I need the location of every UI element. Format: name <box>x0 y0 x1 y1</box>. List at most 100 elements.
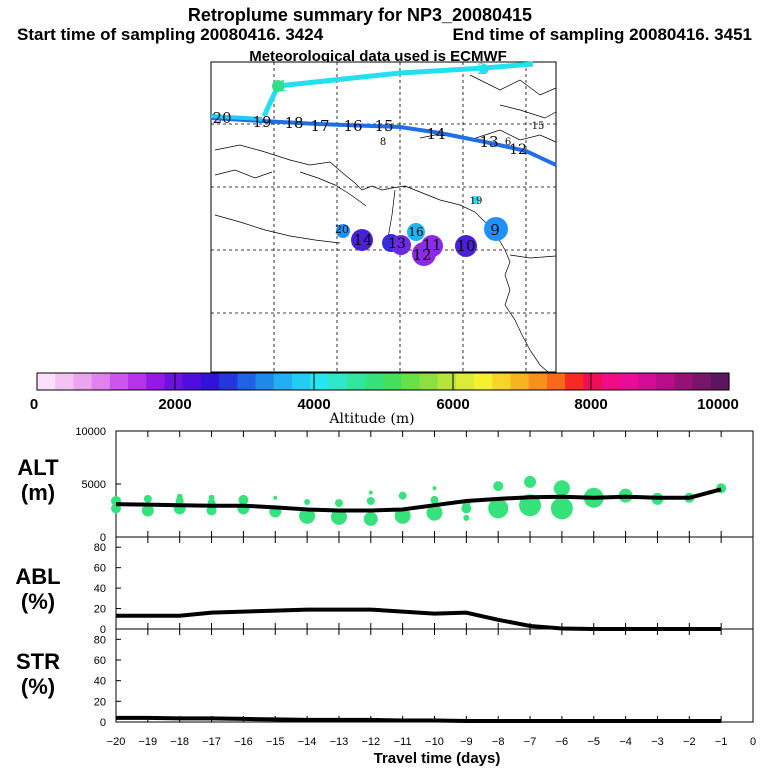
day-label: 16 <box>343 117 362 135</box>
colorbar-segment <box>128 373 147 390</box>
colorbar-segment <box>146 373 166 390</box>
alt-y-tick: 0 <box>100 532 106 544</box>
alt-plume-point <box>334 499 343 508</box>
day-label: 17 <box>310 117 329 135</box>
alt-panel-frame <box>115 430 754 538</box>
x-tick-label: −18 <box>170 736 189 748</box>
colorbar-segment <box>273 373 293 390</box>
colorbar-label: 2000 <box>158 396 191 413</box>
colorbar-segment <box>437 373 457 390</box>
day-label: 19 <box>470 196 483 207</box>
trajectory-lower-start <box>210 114 263 121</box>
str-y-tick: 60 <box>94 655 106 667</box>
plume-blob <box>407 223 425 241</box>
colorbar-segment <box>692 373 712 390</box>
day-label: 16 <box>408 225 423 239</box>
colorbar-segment <box>674 373 694 390</box>
abl-y-tick: 20 <box>94 604 106 616</box>
x-tick-label: −8 <box>492 736 505 748</box>
str-line <box>116 715 722 723</box>
trajectory-upper <box>261 61 534 118</box>
alt-mean-line <box>115 487 722 513</box>
day-label: 2 <box>477 60 487 78</box>
day-label: 9 <box>490 221 500 239</box>
day-label: 15 <box>532 121 545 132</box>
colorbar-segment <box>383 373 402 390</box>
str-panel-unit: (%) <box>21 674 55 699</box>
x-tick-label: −5 <box>587 736 600 748</box>
abl-y-tick: 60 <box>94 563 106 575</box>
alt-panel-unit: (m) <box>21 480 55 505</box>
colorbar-segment <box>237 373 257 390</box>
alt-plume-point <box>141 504 154 517</box>
colorbar-label: 6000 <box>436 396 469 413</box>
str-y-tick: 40 <box>94 676 106 688</box>
figure-title: Retroplume summary for NP3_20080415 <box>188 5 532 25</box>
alt-plume-point <box>208 494 215 501</box>
day-label: 8 <box>380 137 386 148</box>
x-tick-label: −9 <box>460 736 473 748</box>
day-label: 1 <box>278 77 288 95</box>
str-y-tick: 80 <box>94 634 106 646</box>
day-label: 14 <box>353 231 372 249</box>
day-label: 20 <box>335 223 349 236</box>
str-panel-label: STR <box>16 649 60 674</box>
day-label: 11 <box>422 236 441 254</box>
alt-plume-point <box>430 495 439 504</box>
abl-y-tick: 40 <box>94 583 106 595</box>
alt-plume-point <box>368 490 373 495</box>
alt-plume-point <box>426 504 443 521</box>
start-time: Start time of sampling 20080416. 3424 <box>17 25 324 44</box>
colorbar-title: Altitude (m) <box>328 411 414 427</box>
plume-blob <box>472 196 480 204</box>
colorbar-segment <box>364 373 384 390</box>
abl-y-tick: 0 <box>100 624 106 636</box>
colorbar-segment <box>492 373 512 390</box>
abl-panel-unit: (%) <box>21 589 55 614</box>
alt-plume-point <box>273 495 278 500</box>
colorbar-segment <box>73 373 93 390</box>
x-tick-label: −6 <box>556 736 569 748</box>
colorbar-segment <box>528 373 548 390</box>
colorbar-segment <box>200 373 220 390</box>
day-label: 12 <box>509 142 527 158</box>
plume-blob <box>351 229 373 251</box>
alt-plume-point <box>463 514 470 521</box>
plume-blob <box>455 235 477 257</box>
day-label: 13 <box>479 133 498 151</box>
trajectory-lower <box>210 116 557 167</box>
altitude-colorbar: 0 2000 4000 6000 8000 10000 Altitude (m) <box>30 372 739 427</box>
colorbar-segment <box>401 373 421 390</box>
x-tick-label: −16 <box>234 736 253 748</box>
colorbar-segment <box>219 373 238 390</box>
colorbar-segment <box>310 373 329 390</box>
alt-plume-point <box>299 507 316 524</box>
colorbar-segment <box>583 373 603 390</box>
colorbar-frame <box>36 372 730 391</box>
alt-plume-point <box>304 499 311 506</box>
colorbar-segment <box>346 373 366 390</box>
colorbar-segment <box>510 373 530 390</box>
alt-plume-point <box>550 497 573 520</box>
coastlines <box>214 74 557 373</box>
x-tick-label: −2 <box>683 736 696 748</box>
colorbar-segment <box>619 373 639 390</box>
colorbar-segment <box>419 373 439 390</box>
end-time: End time of sampling 20080416. 3451 <box>452 25 752 44</box>
colorbar-segment <box>637 373 657 390</box>
day-label: 18 <box>284 114 303 132</box>
x-tick-label: −1 <box>715 736 728 748</box>
plume-blob <box>484 217 508 241</box>
day-label: 10 <box>456 237 475 255</box>
colorbar-segment <box>455 373 475 390</box>
day-label: 20 <box>212 109 231 127</box>
plume-blob <box>391 235 411 255</box>
trajectory-day2-marker <box>479 64 489 74</box>
alt-plume-point <box>553 480 570 497</box>
colorbar-segment <box>328 373 348 390</box>
day-label: 15 <box>374 117 393 135</box>
plume-blob <box>336 224 350 238</box>
colorbar-label: 4000 <box>297 396 330 413</box>
